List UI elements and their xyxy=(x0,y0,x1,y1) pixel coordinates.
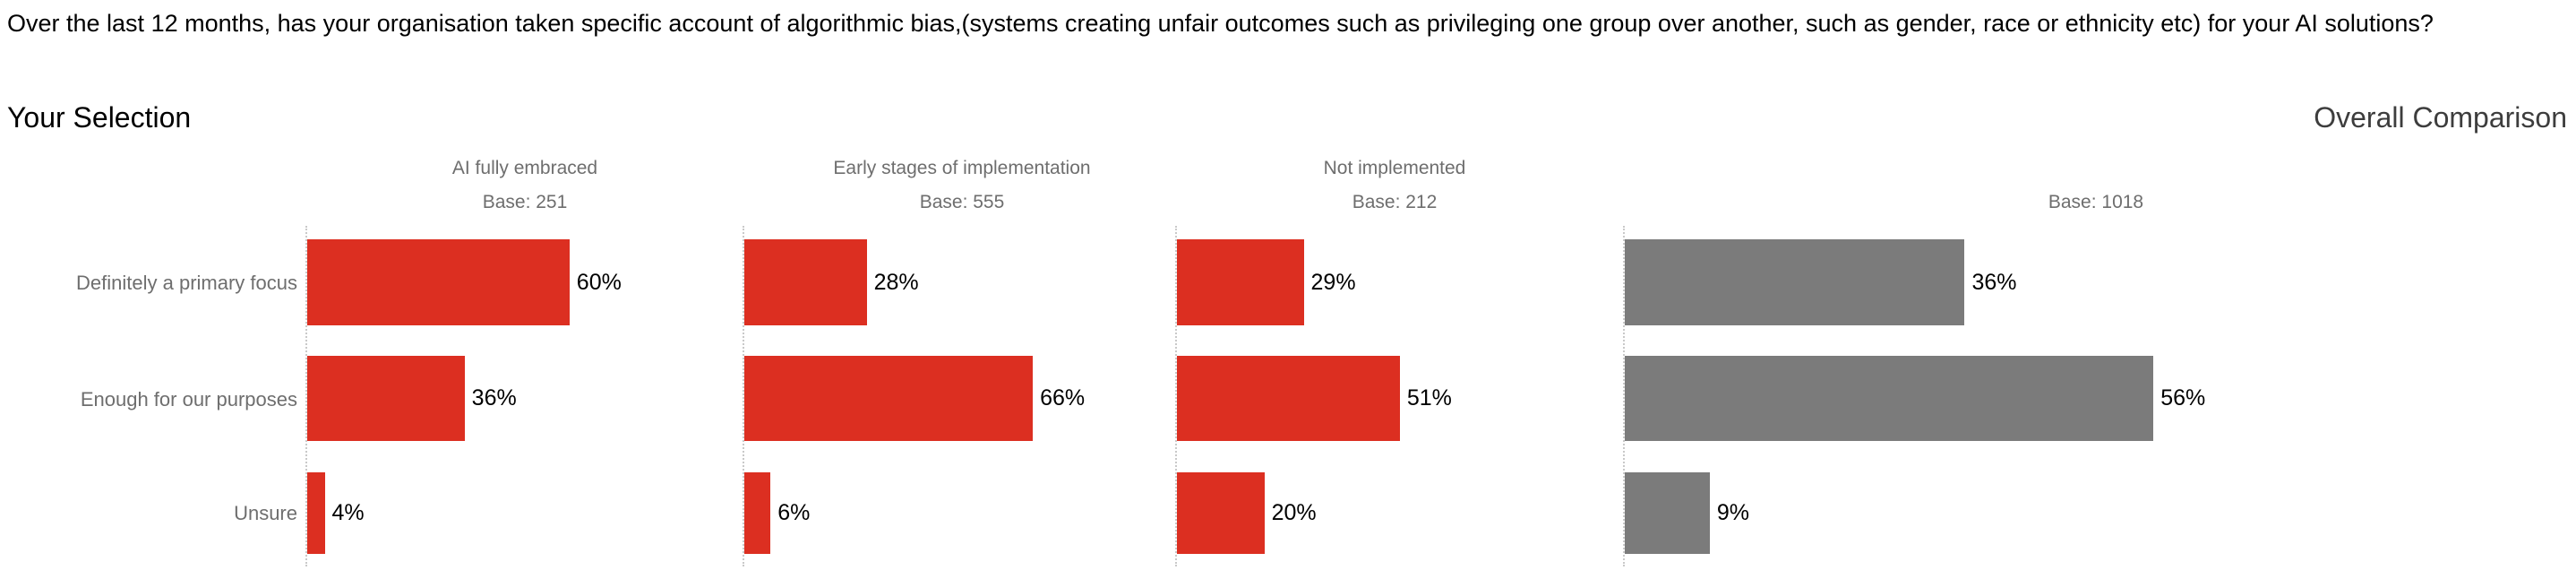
bar[interactable] xyxy=(1625,356,2154,441)
bar[interactable] xyxy=(744,239,867,325)
bar[interactable] xyxy=(1177,239,1304,325)
bar[interactable] xyxy=(1625,239,1965,325)
bar-row: 56% xyxy=(1625,356,2569,441)
bar-row: 20% xyxy=(1177,472,1614,554)
bar-value-label: 4% xyxy=(331,500,365,525)
category-label: Unsure xyxy=(234,502,297,524)
bar-value-label: 51% xyxy=(1406,385,1452,410)
bar-value-label: 60% xyxy=(576,269,622,295)
bar[interactable] xyxy=(744,472,771,554)
panel-plot: 36% 56% 9% xyxy=(1623,226,2569,566)
bar-row: 36% xyxy=(1625,239,2569,325)
bar[interactable] xyxy=(1177,356,1400,441)
panel-plot: 29% 51% 20% xyxy=(1175,226,1614,566)
category-label: Definitely a primary focus xyxy=(76,272,297,294)
bar-row: 28% xyxy=(744,239,1181,325)
panel-title: AI fully embraced xyxy=(451,158,598,178)
panel-plot: 28% 66% 6% xyxy=(743,226,1181,566)
bar-row: 51% xyxy=(1177,356,1614,441)
category-label: Enough for our purposes xyxy=(80,388,297,410)
panel-base-count: Base: 251 xyxy=(482,192,568,212)
bar-value-label: 9% xyxy=(1716,500,1749,525)
bar-row: 4% xyxy=(307,472,744,554)
panel-title: Early stages of implementation xyxy=(833,158,1091,178)
bar-value-label: 29% xyxy=(1310,269,1356,295)
bar-row: 6% xyxy=(744,472,1181,554)
bar-value-label: 56% xyxy=(2160,385,2206,410)
bar-value-label: 6% xyxy=(777,500,811,525)
section-label-your-selection: Your Selection xyxy=(7,101,192,134)
bar-row: 29% xyxy=(1177,239,1614,325)
question-title: Over the last 12 months, has your organi… xyxy=(7,10,2434,37)
bar[interactable] xyxy=(744,356,1034,441)
bar[interactable] xyxy=(307,356,465,441)
panel-base-count: Base: 212 xyxy=(1352,192,1438,212)
bar-row: 60% xyxy=(307,239,744,325)
bar-row: 66% xyxy=(744,356,1181,441)
bar[interactable] xyxy=(1177,472,1265,554)
bar-value-label: 36% xyxy=(1971,269,2017,295)
bar-value-label: 66% xyxy=(1040,385,1086,410)
panel-base-count: Base: 555 xyxy=(919,192,1005,212)
bar-value-label: 28% xyxy=(873,269,919,295)
bar[interactable] xyxy=(1625,472,1710,554)
bar[interactable] xyxy=(307,239,570,325)
bar-value-label: 20% xyxy=(1271,500,1317,525)
bar-row: 36% xyxy=(307,356,744,441)
bar[interactable] xyxy=(307,472,325,554)
panel-base-count: Base: 1018 xyxy=(2048,192,2144,212)
bar-value-label: 36% xyxy=(471,385,517,410)
panel-title: Not implemented xyxy=(1323,158,1466,178)
section-label-overall-comparison: Overall Comparison xyxy=(2314,101,2567,134)
bar-row: 9% xyxy=(1625,472,2569,554)
panel-plot: 60% 36% 4% xyxy=(305,226,744,566)
